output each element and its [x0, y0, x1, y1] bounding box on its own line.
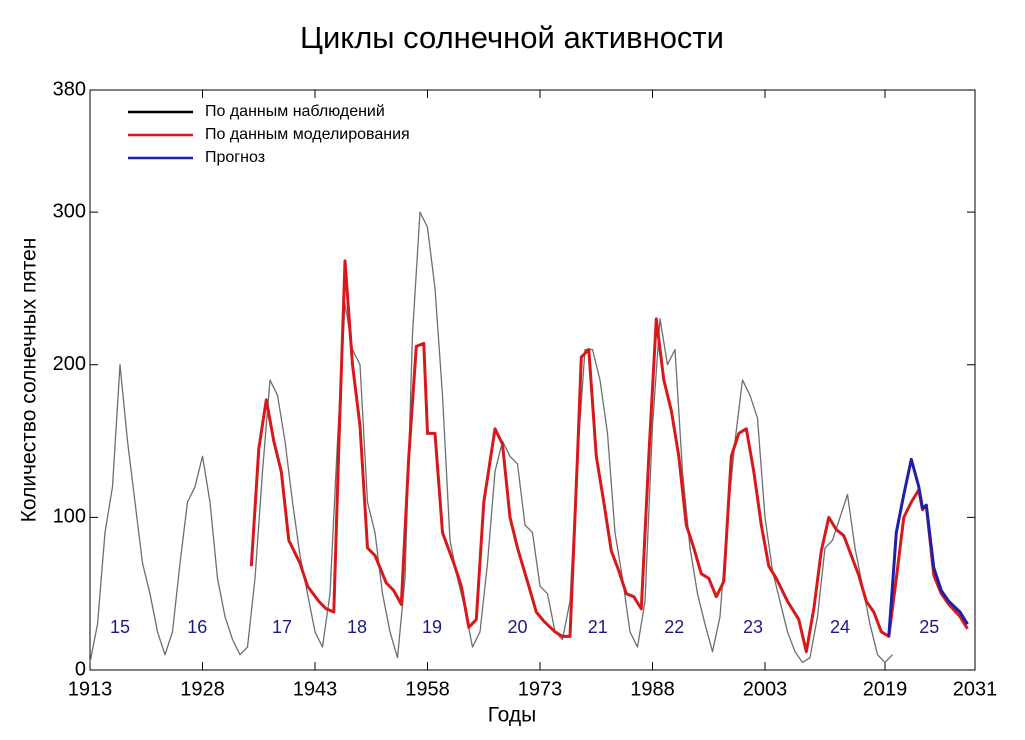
chart-title: Циклы солнечной активности: [300, 20, 724, 55]
x-axis-label: Годы: [488, 704, 537, 727]
cycle-label: 22: [664, 617, 684, 637]
plot-frame: [89, 89, 976, 671]
y-axis-label: Количество солнечных пятен: [18, 238, 41, 523]
y-tick-label: 100: [53, 506, 86, 528]
cycle-label: 21: [588, 617, 608, 637]
x-tick-label: 1913: [68, 678, 113, 700]
cycle-label: 23: [743, 617, 763, 637]
cycle-label: 19: [422, 617, 442, 637]
series-line: [887, 457, 969, 637]
y-tick-label: 380: [53, 78, 86, 100]
cycle-label: 25: [919, 617, 939, 637]
legend-label: По данным моделирования: [205, 126, 410, 143]
cycle-label: 17: [272, 617, 292, 637]
y-tick-label: 300: [53, 200, 86, 222]
x-tick-label: 1988: [630, 678, 675, 700]
series-line: [89, 211, 893, 664]
x-tick-label: 1943: [293, 678, 338, 700]
x-tick-label: 1928: [180, 678, 225, 700]
x-tick-label: 2019: [863, 678, 908, 700]
cycle-label: 24: [830, 617, 850, 637]
x-tick-label: 1973: [518, 678, 563, 700]
x-tick-label: 1958: [405, 678, 450, 700]
y-tick-label: 0: [75, 658, 86, 680]
y-tick-label: 200: [53, 353, 86, 375]
series-line: [249, 259, 969, 654]
x-tick-label: 2003: [743, 678, 788, 700]
cycle-label: 20: [507, 617, 527, 637]
legend-label: По данным наблюдений: [205, 103, 385, 120]
legend-label: Прогноз: [205, 149, 265, 166]
cycle-label: 18: [347, 617, 367, 637]
cycle-label: 16: [187, 617, 207, 637]
x-tick-label: 2031: [953, 678, 998, 700]
cycle-label: 15: [110, 617, 130, 637]
